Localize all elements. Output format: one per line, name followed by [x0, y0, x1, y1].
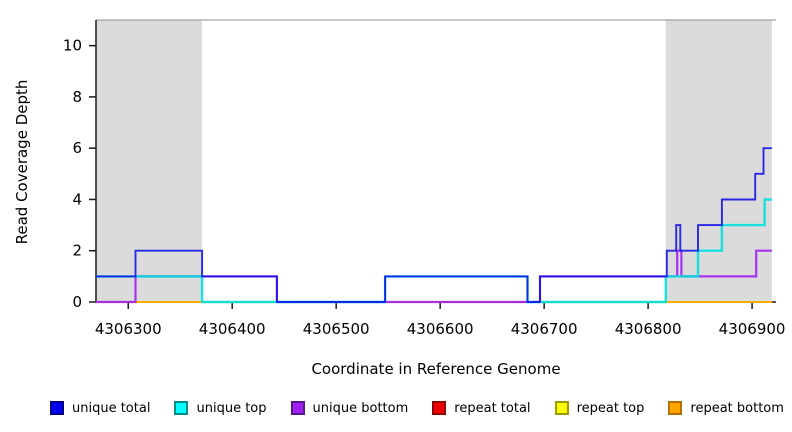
- y-axis-title: Read Coverage Depth: [13, 79, 31, 245]
- x-axis-title: Coordinate in Reference Genome: [311, 360, 561, 378]
- x-tick-label: 4306300: [95, 320, 162, 338]
- y-tick-label: 10: [63, 37, 82, 55]
- y-tick-label: 0: [72, 293, 82, 311]
- x-tick-label: 4306700: [511, 320, 578, 338]
- y-tick-label: 6: [72, 139, 82, 157]
- legend-label: repeat top: [576, 400, 645, 416]
- x-tick-label: 4306600: [407, 320, 474, 338]
- y-tick-label: 2: [72, 242, 82, 260]
- legend-swatch-icon: [432, 401, 447, 415]
- legend-swatch-icon: [290, 401, 305, 415]
- x-tick-label: 4306900: [719, 320, 786, 338]
- legend-swatch-icon: [554, 401, 569, 415]
- legend-item-repeat-top: repeat top: [554, 400, 645, 416]
- legend-label: repeat total: [454, 400, 531, 416]
- legend-label: unique bottom: [312, 400, 409, 416]
- series-unique-total: [96, 147, 772, 303]
- x-tick-label: 4306500: [303, 320, 370, 338]
- legend-item-unique-total: unique total: [50, 401, 150, 415]
- legend: unique total unique top unique bottom repea…: [50, 397, 784, 419]
- left-repeat-region: [96, 20, 203, 302]
- legend-swatch-icon: [174, 401, 189, 415]
- legend-label: unique top: [196, 400, 267, 416]
- legend-swatch-icon: [668, 401, 683, 415]
- x-tick-label: 4306800: [615, 320, 682, 338]
- y-tick-label: 8: [72, 88, 82, 106]
- x-tick-label: 4306400: [199, 320, 266, 338]
- legend-item-unique-bottom: unique bottom: [290, 400, 409, 416]
- y-tick-label: 4: [72, 190, 82, 208]
- legend-item-unique-top: unique top: [174, 400, 267, 416]
- legend-item-repeat-bottom: repeat bottom: [668, 401, 784, 415]
- legend-label: unique total: [72, 400, 151, 416]
- legend-label: repeat bottom: [690, 400, 784, 416]
- legend-item-repeat-total: repeat total: [432, 400, 531, 416]
- right-repeat-region: [665, 20, 772, 302]
- legend-swatch-icon: [50, 401, 64, 415]
